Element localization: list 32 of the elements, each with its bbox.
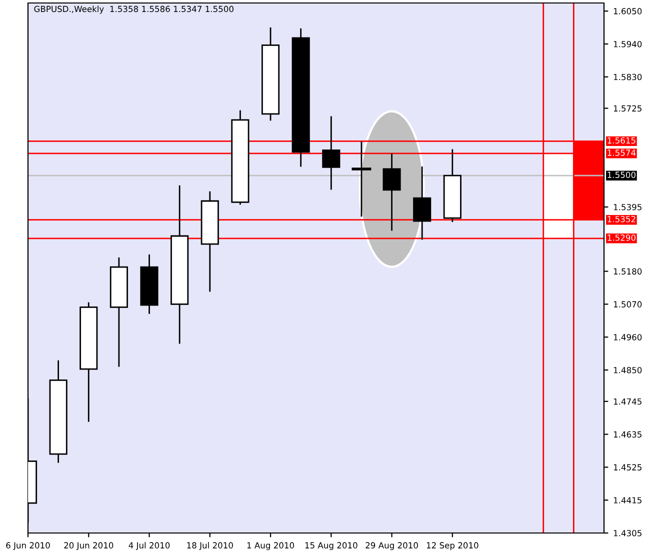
- chart-title: GBPUSD.,Weekly 1.5358 1.5586 1.5347 1.5500: [34, 6, 234, 14]
- x-tick-label: 20 Jun 2010: [64, 542, 114, 550]
- y-tick-label: 1.4745: [614, 398, 642, 405]
- candlestick: [352, 141, 372, 217]
- ref-line-label: 1.5290: [608, 234, 636, 241]
- y-tick-label: 1.4305: [614, 530, 642, 536]
- y-tick-label: 1.5940: [614, 40, 642, 48]
- ref-line-label: 1.5500: [608, 172, 636, 178]
- y-tick-label: 1.5830: [614, 74, 642, 80]
- y-tick-label: 1.4960: [614, 334, 642, 340]
- ref-line-label: 1.5615: [608, 137, 636, 144]
- y-tick-label: 1.5395: [614, 204, 642, 210]
- y-tick-label: 1.5070: [614, 301, 642, 308]
- y-tick-label: 1.4850: [614, 366, 642, 374]
- candlestick: [382, 153, 401, 231]
- y-tick-label: 1.4525: [614, 464, 642, 470]
- y-tick-label: 1.6050: [614, 8, 642, 14]
- ref-line-label: 1.5352: [608, 216, 636, 222]
- x-tick-label: 6 Jun 2010: [6, 542, 50, 550]
- x-tick-label: 1 Aug 2010: [247, 542, 294, 550]
- y-tick-label: 1.4635: [614, 431, 642, 438]
- y-tick-label: 1.4415: [614, 497, 642, 504]
- x-tick-label: 4 Jul 2010: [128, 542, 170, 550]
- x-tick-label: 15 Aug 2010: [305, 542, 358, 550]
- candlestick: [413, 166, 432, 240]
- x-tick-label: 18 Jul 2010: [187, 542, 233, 550]
- y-tick-label: 1.5725: [614, 105, 642, 112]
- y-tick-label: 1.5180: [614, 268, 642, 275]
- x-tick-label: 29 Aug 2010: [366, 542, 418, 550]
- candlestick: [322, 116, 340, 190]
- ref-line-label: 1.5574: [608, 150, 636, 156]
- x-tick-label: 12 Sep 2010: [426, 542, 478, 550]
